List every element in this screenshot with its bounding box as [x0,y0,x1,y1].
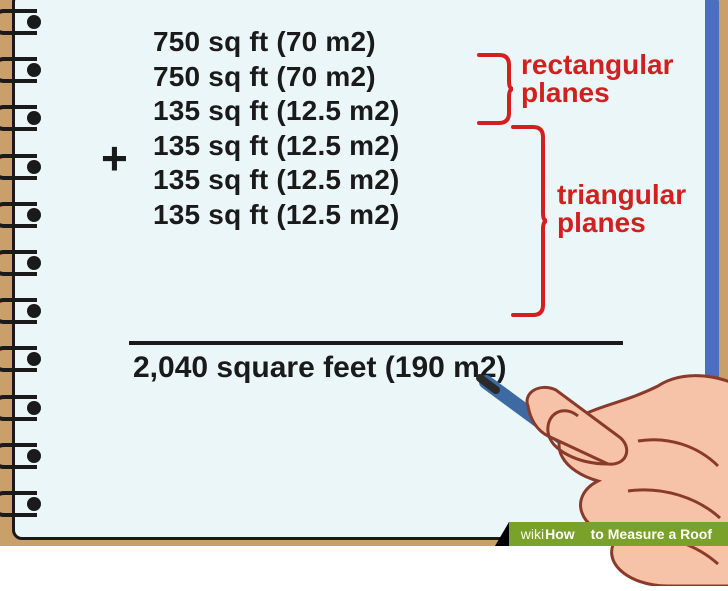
annotation-text: rectangular [521,51,674,79]
calc-line: 750 sq ft (70 m2) [153,60,400,95]
annotation-text: planes [521,79,674,107]
calc-line: 135 sq ft (12.5 m2) [153,129,400,164]
calc-line: 750 sq ft (70 m2) [153,25,400,60]
spiral-binding [0,3,53,523]
annotation-text: triangular [557,181,686,209]
annotation-text: planes [557,209,686,237]
annotation-triangular: triangular planes [557,181,686,237]
calc-line: 135 sq ft (12.5 m2) [153,94,400,129]
bracket-rectangular [479,51,513,127]
hand-with-pen [468,286,728,586]
calc-line: 135 sq ft (12.5 m2) [153,163,400,198]
annotation-rectangular: rectangular planes [521,51,674,107]
calc-total: 2,040 square feet (190 m2) [133,351,507,385]
calc-line: 135 sq ft (12.5 m2) [153,198,400,233]
plus-sign: + [101,131,128,185]
